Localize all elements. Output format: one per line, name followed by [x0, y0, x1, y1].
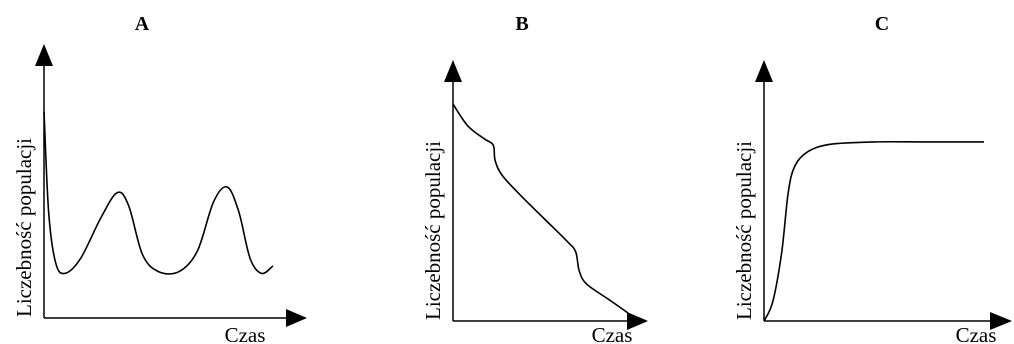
- panel-a-title: A: [135, 13, 150, 35]
- panel-b-title: B: [515, 13, 528, 35]
- panel-c-title: C: [875, 13, 889, 35]
- panel-b-y-axis-arrow: [444, 60, 462, 82]
- panel-a-y-axis-arrow: [35, 44, 53, 66]
- panel-a-y-axis-label: Liczebność populacji: [12, 138, 36, 317]
- panel-b: B Liczebność populacji Czas: [421, 13, 648, 344]
- panel-a-x-axis-label: Czas: [225, 323, 266, 344]
- panel-c-y-axis-label: Liczebność populacji: [732, 141, 756, 320]
- panel-b-series-line: [452, 103, 637, 322]
- panel-c-series-line: [763, 140, 984, 322]
- panel-c: C Liczebność populacji Czas: [732, 13, 1012, 344]
- panel-a-x-axis-arrow: [286, 309, 307, 327]
- panel-c-y-axis-arrow: [755, 60, 773, 82]
- panel-a-series-line: [43, 111, 274, 275]
- panel-c-x-axis-label: Czas: [956, 323, 997, 344]
- panel-a: A Liczebność populacji Czas: [12, 13, 307, 344]
- panel-c-x-axis-arrow: [990, 312, 1012, 330]
- panel-b-x-axis-label: Czas: [592, 323, 633, 344]
- panel-b-y-axis-label: Liczebność populacji: [421, 141, 445, 320]
